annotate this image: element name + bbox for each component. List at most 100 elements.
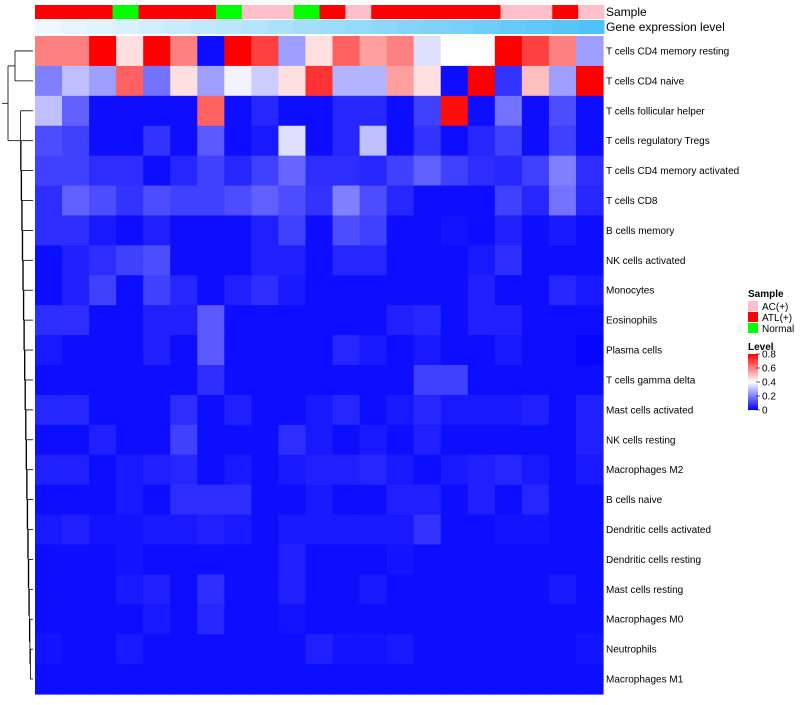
- heatmap-cell: [116, 95, 144, 127]
- heatmap-cell: [251, 604, 280, 635]
- row-label: Plasma cells: [606, 346, 662, 357]
- heatmap-cell: [548, 65, 577, 97]
- expression-annotation-cell: [578, 20, 605, 34]
- row-label: Dendritic cells activated: [606, 525, 711, 536]
- heatmap-cell: [521, 275, 550, 306]
- heatmap-cell: [386, 544, 415, 575]
- heatmap-cell: [359, 365, 388, 396]
- heatmap-cell: [197, 394, 225, 426]
- heatmap-cell: [89, 664, 117, 695]
- heatmap-cell: [278, 394, 307, 426]
- heatmap-cell: [359, 245, 388, 276]
- heatmap-cell: [332, 245, 361, 276]
- heatmap-cell: [143, 514, 171, 546]
- heatmap-cell: [440, 544, 469, 575]
- sample-annotation-cell: [86, 5, 114, 19]
- heatmap-cell: [494, 155, 523, 187]
- heatmap-cell: [116, 275, 144, 306]
- heatmap-cell: [413, 95, 442, 127]
- heatmap-cell: [251, 95, 280, 127]
- heatmap-cell: [116, 544, 144, 575]
- heatmap-cell: [467, 424, 496, 456]
- heatmap-cell: [467, 95, 496, 127]
- heatmap-cell: [224, 634, 252, 665]
- legend-sample-label: Normal: [762, 324, 794, 335]
- heatmap-cell: [170, 514, 198, 546]
- heatmap-cell: [521, 634, 550, 665]
- expression-annotation-cell: [267, 20, 295, 34]
- heatmap-cell: [224, 185, 252, 217]
- heatmap-cell: [62, 664, 90, 695]
- legend-level-label: 0.2: [762, 392, 776, 403]
- heatmap-cell: [494, 394, 523, 426]
- heatmap-cell: [494, 544, 523, 575]
- heatmap-cell: [305, 275, 334, 306]
- heatmap-cell: [197, 65, 225, 97]
- heatmap-cell: [521, 36, 550, 67]
- heatmap-cell: [143, 185, 171, 217]
- heatmap-cell: [89, 65, 117, 97]
- heatmap-cell: [548, 155, 577, 187]
- heatmap-cell: [521, 125, 550, 157]
- heatmap-cell: [548, 574, 577, 605]
- heatmap-cell: [575, 664, 604, 695]
- expression-annotation-cell: [397, 20, 424, 34]
- heatmap-cell: [170, 394, 198, 426]
- heatmap-cell: [35, 335, 63, 366]
- heatmap-cell: [359, 514, 388, 546]
- heatmap-cell: [251, 335, 280, 366]
- heatmap-cell: [386, 664, 415, 695]
- heatmap-cell: [440, 245, 469, 276]
- heatmap-cell: [305, 484, 334, 516]
- heatmap-cell: [278, 155, 307, 187]
- heatmap-cell: [413, 185, 442, 217]
- heatmap-cell: [251, 245, 280, 276]
- heatmap-cell: [251, 634, 280, 665]
- heatmap-cell: [548, 484, 577, 516]
- heatmap-cell: [548, 544, 577, 575]
- heatmap-cell: [467, 394, 496, 426]
- heatmap-cell: [467, 544, 496, 575]
- heatmap-cell: [305, 634, 334, 665]
- heatmap-cell: [251, 514, 280, 546]
- heatmap-cell: [467, 664, 496, 695]
- heatmap-cell: [170, 484, 198, 516]
- heatmap-cell: [386, 95, 415, 127]
- legend-level-label: 0.6: [762, 364, 776, 375]
- expression-annotation-cell: [60, 20, 88, 34]
- heatmap-cell: [89, 544, 117, 575]
- heatmap-cell: [143, 335, 171, 366]
- heatmap-cell: [251, 185, 280, 217]
- heatmap-cell: [170, 95, 198, 127]
- heatmap-cell: [197, 275, 225, 306]
- heatmap-cell: [143, 454, 171, 486]
- heatmap-cell: [413, 215, 442, 246]
- heatmap-cell: [143, 305, 171, 336]
- heatmap-cell: [170, 245, 198, 276]
- heatmap-cell: [332, 604, 361, 635]
- heatmap-cell: [521, 185, 550, 217]
- heatmap-cell: [332, 454, 361, 486]
- heatmap-cell: [278, 275, 307, 306]
- heatmap-cell: [467, 634, 496, 665]
- heatmap-cell: [521, 454, 550, 486]
- expression-annotation-cell: [216, 20, 243, 34]
- heatmap-cell: [548, 275, 577, 306]
- heatmap-cell: [575, 155, 604, 187]
- legend-level-label: 0.8: [762, 350, 776, 361]
- heatmap-cell: [170, 424, 198, 456]
- heatmap-cell: [197, 604, 225, 635]
- heatmap-cell: [413, 514, 442, 546]
- heatmap-cell: [467, 36, 496, 67]
- sample-annotation-cell: [397, 5, 424, 19]
- expression-annotation-cell: [164, 20, 191, 34]
- heatmap-cell: [305, 514, 334, 546]
- heatmap-cell: [494, 185, 523, 217]
- legend-sample-swatch: [748, 323, 758, 333]
- heatmap-cell: [521, 95, 550, 127]
- heatmap-cell: [386, 215, 415, 246]
- heatmap-cell: [332, 125, 361, 157]
- heatmap-cell: [197, 514, 225, 546]
